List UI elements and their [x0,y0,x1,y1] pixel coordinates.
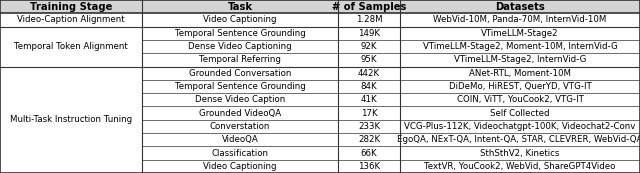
Text: 66K: 66K [361,149,377,158]
Text: VTimeLLM-Stage2: VTimeLLM-Stage2 [481,29,559,38]
Text: 17K: 17K [361,109,377,118]
Text: Video Captioning: Video Captioning [204,162,276,171]
Text: Converstation: Converstation [210,122,270,131]
Text: Grounded VideoQA: Grounded VideoQA [199,109,281,118]
Text: DiDeMo, HiREST, QuerYD, VTG-IT: DiDeMo, HiREST, QuerYD, VTG-IT [449,82,591,91]
Text: 136K: 136K [358,162,380,171]
Text: # of Samples: # of Samples [332,2,406,12]
Text: Self Collected: Self Collected [490,109,550,118]
Text: VTimeLLM-Stage2, Moment-10M, InternVid-G: VTimeLLM-Stage2, Moment-10M, InternVid-G [422,42,618,51]
Text: Temporal Token Alignment: Temporal Token Alignment [14,42,128,51]
Text: 282K: 282K [358,135,380,144]
Text: VideoQA: VideoQA [221,135,259,144]
Text: VCG-Plus-112K, Videochatgpt-100K, Videochat2-Conv: VCG-Plus-112K, Videochatgpt-100K, Videoc… [404,122,636,131]
Text: Datasets: Datasets [495,2,545,12]
Text: 442K: 442K [358,69,380,78]
Text: Temporal Sentence Grounding: Temporal Sentence Grounding [175,82,305,91]
Text: Dense Video Captioning: Dense Video Captioning [188,42,292,51]
Bar [0,0,640,13]
Text: Task: Task [227,2,253,12]
Text: 149K: 149K [358,29,380,38]
Text: 233K: 233K [358,122,380,131]
Text: WebVid-10M, Panda-70M, InternVid-10M: WebVid-10M, Panda-70M, InternVid-10M [433,15,607,24]
Text: Multi-Task Instruction Tuning: Multi-Task Instruction Tuning [10,115,132,124]
Text: Grounded Conversation: Grounded Conversation [189,69,291,78]
Text: SthSthV2, Kinetics: SthSthV2, Kinetics [480,149,560,158]
Text: Training Stage: Training Stage [30,2,112,12]
Text: EgoQA, NExT-QA, Intent-QA, STAR, CLEVRER, WebVid-QA: EgoQA, NExT-QA, Intent-QA, STAR, CLEVRER… [397,135,640,144]
Text: TextVR, YouCook2, WebVid, ShareGPT4Video: TextVR, YouCook2, WebVid, ShareGPT4Video [424,162,616,171]
Text: ANet-RTL, Moment-10M: ANet-RTL, Moment-10M [469,69,571,78]
Text: Temporal Referring: Temporal Referring [199,55,281,64]
Text: 84K: 84K [361,82,377,91]
Text: 1.28M: 1.28M [356,15,382,24]
Text: Temporal Sentence Grounding: Temporal Sentence Grounding [175,29,305,38]
Text: VTimeLLM-Stage2, InternVid-G: VTimeLLM-Stage2, InternVid-G [454,55,586,64]
Text: 92K: 92K [361,42,377,51]
Text: 95K: 95K [361,55,377,64]
Text: Video Captioning: Video Captioning [204,15,276,24]
Text: COIN, ViTT, YouCook2, VTG-IT: COIN, ViTT, YouCook2, VTG-IT [456,95,584,104]
Text: Dense Video Caption: Dense Video Caption [195,95,285,104]
Text: Video-Caption Alignment: Video-Caption Alignment [17,15,125,24]
Text: Classification: Classification [211,149,269,158]
Text: 41K: 41K [361,95,377,104]
